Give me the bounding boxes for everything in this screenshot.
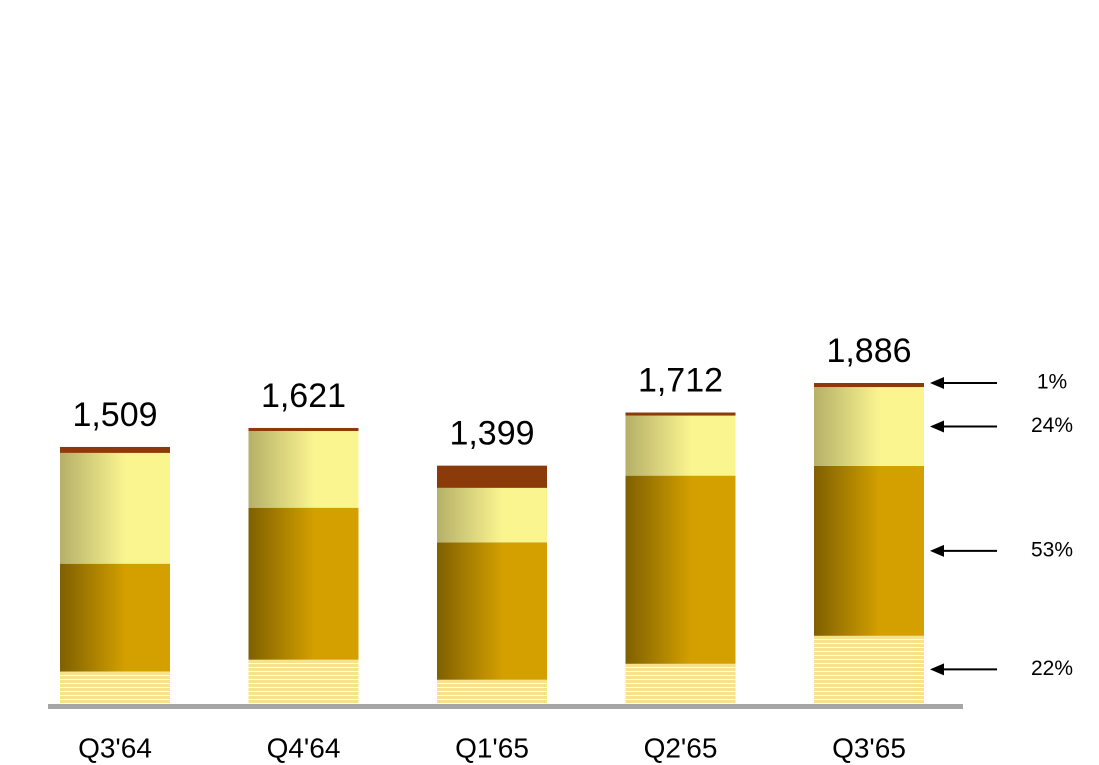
bar-segment xyxy=(625,415,736,476)
bar-segment xyxy=(60,452,170,564)
x-tick-label: Q3'65 xyxy=(832,732,906,763)
bar-segment xyxy=(437,465,547,488)
bar-segment xyxy=(814,383,924,388)
bar-segment xyxy=(248,507,359,660)
bar-segment xyxy=(60,446,170,453)
bar-segment xyxy=(60,563,170,672)
bar-segment xyxy=(814,635,924,703)
annotation-arrowhead xyxy=(930,663,944,676)
annotation-label: 1% xyxy=(1037,371,1067,394)
annotation-label: 24% xyxy=(1031,414,1073,437)
bar-segment xyxy=(625,475,736,664)
bar-segment xyxy=(814,387,924,466)
annotation-arrowhead xyxy=(930,377,944,389)
annotation-label: 53% xyxy=(1031,538,1073,561)
annotation-arrowhead xyxy=(930,544,944,557)
bar-segment xyxy=(625,663,736,703)
x-tick-label: Q2'65 xyxy=(644,732,718,763)
total-label: 1,621 xyxy=(261,377,346,415)
annotation-arrowhead xyxy=(930,420,944,433)
x-tick-label: Q4'64 xyxy=(267,732,341,763)
bar-segment xyxy=(60,671,170,703)
total-label: 1,399 xyxy=(449,415,534,453)
x-tick-label: Q1'65 xyxy=(455,732,529,763)
bar-segment xyxy=(248,431,359,508)
annotation-label: 22% xyxy=(1031,657,1073,680)
bar-segment xyxy=(814,465,924,636)
bar-segment xyxy=(437,679,547,703)
total-label: 1,886 xyxy=(826,332,911,370)
x-tick-label: Q3'64 xyxy=(78,732,152,763)
total-label: 1,509 xyxy=(72,396,157,434)
bar-segment xyxy=(437,542,547,680)
bar-segment xyxy=(437,487,547,543)
bar-segment xyxy=(248,659,359,703)
baseline xyxy=(48,704,963,709)
bar-segment xyxy=(625,412,736,416)
total-label: 1,712 xyxy=(638,362,723,400)
bar-segment xyxy=(248,427,359,432)
